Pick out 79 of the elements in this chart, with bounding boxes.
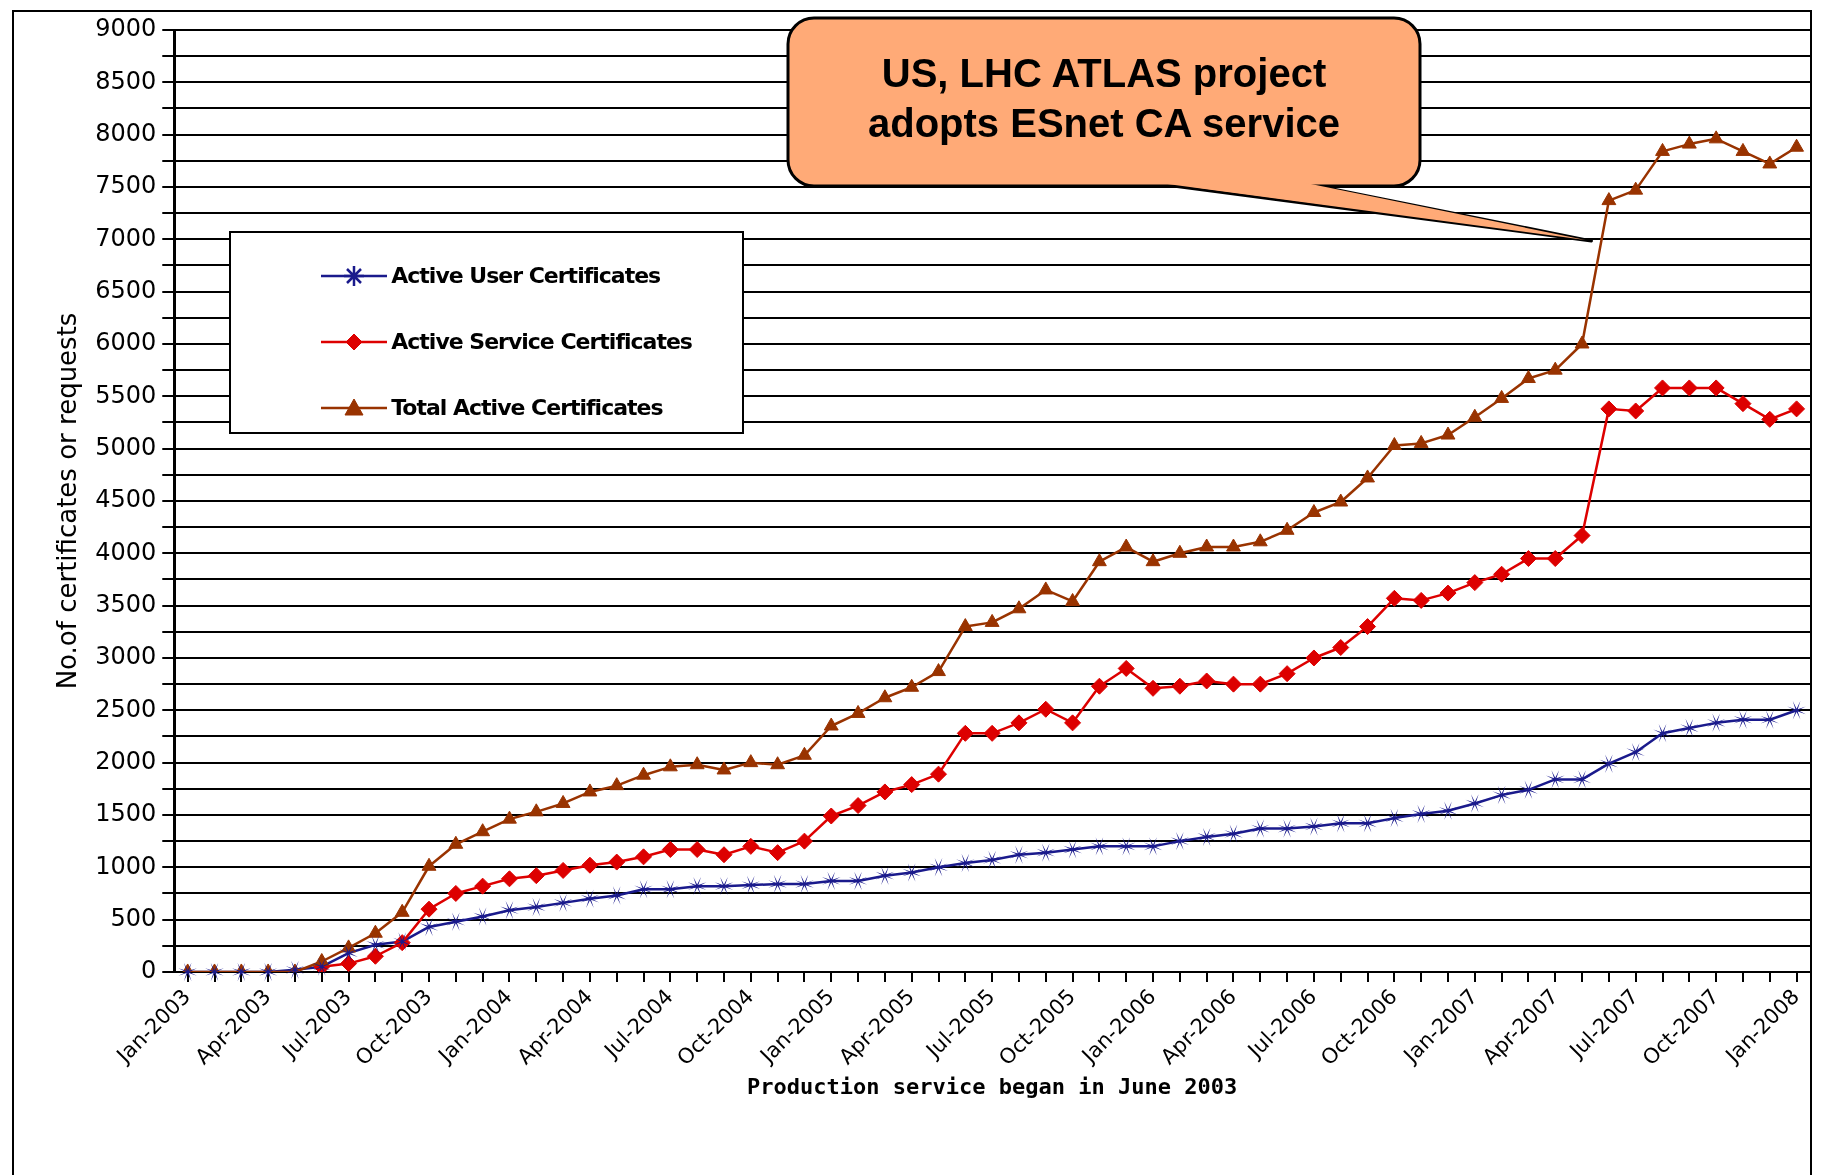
y-tick-label: 6500 <box>95 275 157 304</box>
y-tick-label: 8500 <box>95 66 157 95</box>
point <box>340 955 358 972</box>
y-tick-label: 0 <box>141 956 157 985</box>
point <box>1037 700 1055 718</box>
point <box>1064 714 1082 732</box>
point <box>1359 618 1377 636</box>
point <box>769 844 787 862</box>
legend-label: Active Service Certificates <box>391 329 692 355</box>
point <box>1144 679 1162 697</box>
legend-label: Total Active Certificates <box>391 395 663 421</box>
point <box>1680 379 1698 397</box>
point <box>876 783 894 801</box>
point <box>1654 379 1672 397</box>
y-tick-label: 1000 <box>95 851 157 880</box>
point <box>903 776 921 794</box>
point <box>474 877 492 895</box>
point <box>1439 584 1457 602</box>
y-tick-label: 7000 <box>95 223 157 252</box>
y-tick-label: 6000 <box>95 328 157 357</box>
point <box>983 724 1001 742</box>
point <box>1466 574 1484 592</box>
point <box>635 848 653 866</box>
point <box>1600 400 1618 418</box>
point <box>956 724 974 742</box>
point <box>1761 410 1779 428</box>
point <box>447 884 465 902</box>
y-tick-label: 4500 <box>95 485 157 514</box>
point <box>1546 550 1564 568</box>
y-tick-label: 2000 <box>95 746 157 775</box>
y-axis-title: No.of certificates or requests <box>52 312 83 690</box>
point <box>1788 400 1806 418</box>
y-tick-label: 4000 <box>95 537 157 566</box>
y-tick-label: 5500 <box>95 380 157 409</box>
point <box>1010 714 1028 732</box>
point <box>1198 672 1216 690</box>
point <box>822 807 840 825</box>
point <box>1707 379 1725 397</box>
point <box>1332 639 1350 657</box>
y-tick-label: 3500 <box>95 589 157 618</box>
y-tick-label: 2500 <box>95 694 157 723</box>
point <box>930 765 948 783</box>
point <box>420 900 438 918</box>
point <box>608 853 626 871</box>
y-tick-label: 5000 <box>95 432 157 461</box>
point <box>1278 665 1296 683</box>
point <box>1171 677 1189 695</box>
point <box>849 797 867 815</box>
point <box>1251 675 1269 693</box>
point <box>1734 395 1752 413</box>
point <box>1627 402 1645 420</box>
point <box>795 832 813 850</box>
point <box>688 841 706 858</box>
y-tick-label: 9000 <box>95 14 157 43</box>
y-tick-label: 8000 <box>95 118 157 147</box>
point <box>527 867 545 885</box>
point <box>1519 550 1537 568</box>
point <box>500 870 518 888</box>
point <box>1412 591 1430 609</box>
x-axis-title: Production service began in June 2003 <box>747 1073 1238 1099</box>
point <box>1117 659 1135 677</box>
point <box>742 837 760 855</box>
point <box>1493 565 1511 583</box>
point <box>366 947 384 965</box>
y-tick-label: 500 <box>110 903 157 932</box>
point <box>1224 675 1242 693</box>
point <box>1385 589 1403 607</box>
point <box>581 856 599 874</box>
y-tick-label: 3000 <box>95 642 157 671</box>
y-tick-label: 1500 <box>95 799 157 828</box>
y-tick-label: 7500 <box>95 171 157 200</box>
point <box>715 846 733 864</box>
point <box>1090 677 1108 695</box>
legend-label: Active User Certificates <box>391 263 661 289</box>
point <box>1305 649 1323 667</box>
point <box>554 861 572 879</box>
point <box>661 841 679 858</box>
annotation: US, LHC ATLAS project adopts ESnet CA service <box>867 50 1341 147</box>
point <box>1573 527 1591 545</box>
